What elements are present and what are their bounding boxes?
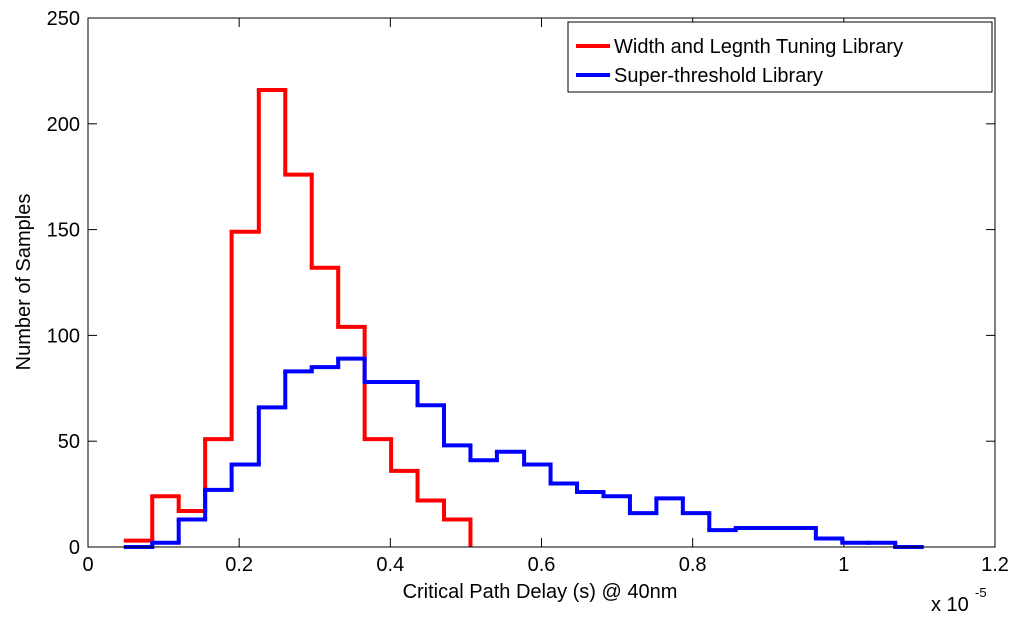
legend-box bbox=[567, 21, 993, 93]
x-tick-label: 0.2 bbox=[225, 554, 253, 576]
y-axis-label: Number of Samples bbox=[13, 194, 35, 371]
x-multiplier-exponent: -5 bbox=[975, 585, 987, 600]
plot-frame bbox=[87, 17, 996, 548]
x-tick-label: 0.4 bbox=[376, 554, 404, 576]
y-tick-label: 250 bbox=[47, 8, 80, 30]
x-tick-label: 0.6 bbox=[528, 554, 556, 576]
y-tick-label: 50 bbox=[58, 431, 80, 453]
x-tick-label: 1.2 bbox=[981, 554, 1009, 576]
x-tick-label: 1 bbox=[838, 554, 849, 576]
legend-label: Super-threshold Library bbox=[614, 65, 823, 87]
x-axis-label: Critical Path Delay (s) @ 40nm bbox=[403, 581, 678, 603]
x-multiplier: x 10 bbox=[931, 594, 969, 616]
legend-label: Width and Legnth Tuning Library bbox=[614, 36, 903, 58]
x-tick-label: 0.8 bbox=[679, 554, 707, 576]
y-tick-label: 200 bbox=[47, 114, 80, 136]
y-tick-label: 150 bbox=[47, 220, 80, 242]
y-tick-label: 100 bbox=[47, 325, 80, 347]
y-tick-label: 0 bbox=[69, 537, 80, 559]
x-tick-label: 0 bbox=[82, 554, 93, 576]
